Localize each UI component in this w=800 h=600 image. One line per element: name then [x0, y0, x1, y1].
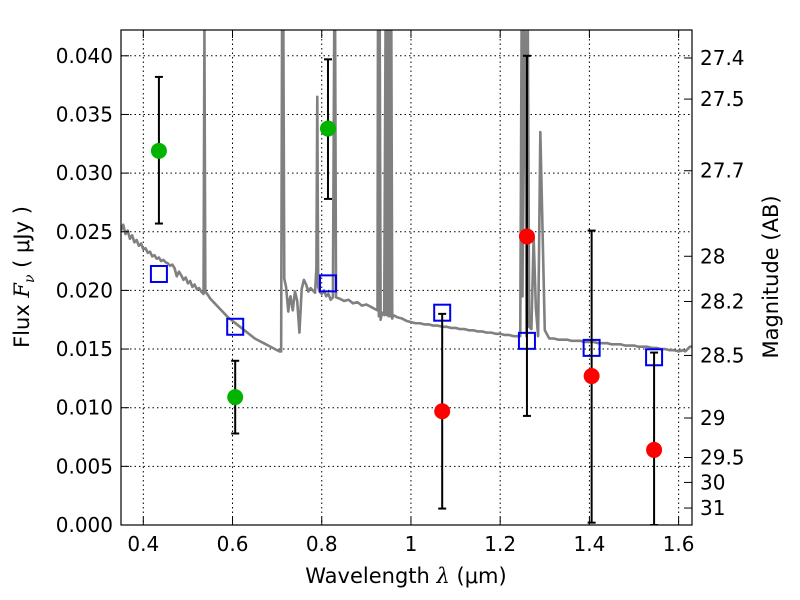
- model-square-marker: [149, 264, 168, 283]
- mag-tick-label: 28.5: [700, 343, 745, 367]
- mag-tick-label: 29: [700, 406, 725, 430]
- y-tick-label: 0.010: [56, 396, 113, 420]
- mag-tick-label: 27.5: [700, 87, 745, 111]
- x-tick-label: 0.4: [127, 532, 159, 556]
- grid: [121, 30, 692, 526]
- plot-frame: [120, 29, 693, 526]
- spectrum-line: [121, 30, 692, 353]
- y2-axis-label: Magnitude (AB): [759, 195, 783, 358]
- detection-point: [150, 142, 167, 159]
- axis-ticks: 0.4 0.6 0.8 1 1.2 1.4 1.6 0.000 0.005 0.010 0.015 0…: [56, 30, 745, 556]
- mag-tick-label: 29.5: [700, 445, 745, 469]
- x-tick-label: 1.2: [484, 532, 516, 556]
- detection-point: [319, 120, 336, 137]
- y-tick-label: 0.005: [56, 454, 113, 478]
- mag-tick-label: 28: [700, 244, 725, 268]
- y-axis-label: Flux Fν ( μJy ): [10, 206, 38, 348]
- y-tick-label: 0.040: [56, 44, 113, 68]
- model-square-marker: [226, 317, 245, 336]
- x-tick-label: 1: [405, 532, 418, 556]
- y-tick-label: 0.025: [56, 220, 113, 244]
- series-layer: [121, 30, 692, 525]
- detection-point: [227, 389, 244, 406]
- x-tick-label: 1.4: [573, 532, 605, 556]
- mag-tick-label: 31: [700, 496, 725, 520]
- y-tick-label: 0.030: [56, 161, 113, 185]
- mag-tick-label: 27.4: [700, 46, 745, 70]
- mag-tick-label: 27.7: [700, 159, 745, 183]
- y-tick-label: 0.015: [56, 337, 113, 361]
- y-tick-label: 0.020: [56, 278, 113, 302]
- y-tick-label: 0.035: [56, 102, 113, 126]
- model-square-marker: [318, 274, 337, 293]
- nondetection-point: [583, 368, 600, 385]
- y-tick-label: 0.000: [56, 513, 113, 537]
- nondetection-point: [434, 403, 451, 420]
- nondetection-point: [518, 228, 535, 245]
- x-tick-label: 0.8: [306, 532, 338, 556]
- nondetection-point: [646, 441, 663, 458]
- x-axis-label: Wavelength λ (μm): [305, 564, 506, 588]
- x-tick-label: 0.6: [217, 532, 249, 556]
- x-tick-label: 1.6: [663, 532, 695, 556]
- mag-tick-label: 30: [700, 470, 725, 494]
- mag-tick-label: 28.2: [700, 289, 745, 313]
